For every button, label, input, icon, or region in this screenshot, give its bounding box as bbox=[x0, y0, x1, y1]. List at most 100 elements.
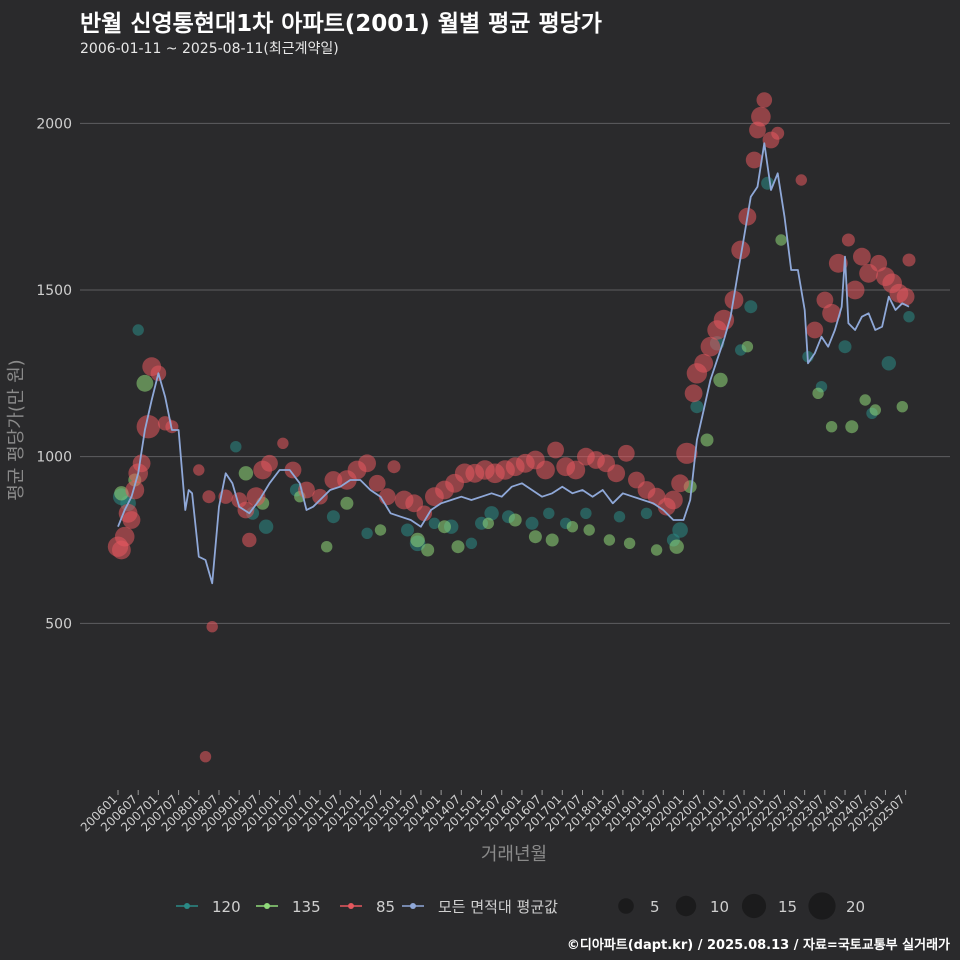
point-85 bbox=[125, 480, 145, 500]
point-135 bbox=[321, 541, 333, 553]
point-120 bbox=[484, 506, 499, 521]
point-135 bbox=[713, 372, 728, 388]
point-135 bbox=[825, 421, 838, 433]
point-135 bbox=[700, 433, 714, 447]
point-120 bbox=[744, 300, 758, 314]
point-120 bbox=[326, 510, 340, 524]
point-85 bbox=[132, 454, 151, 473]
point-135 bbox=[623, 537, 636, 549]
point-120 bbox=[672, 522, 688, 538]
chart-subtitle: 2006-01-11 ~ 2025-08-11(최근계약일) bbox=[80, 41, 339, 57]
point-135 bbox=[438, 520, 451, 534]
y-tick-labels: 500 1000 1500 2000 bbox=[36, 116, 72, 632]
point-85 bbox=[841, 233, 855, 247]
legend-label: 135 bbox=[292, 898, 321, 916]
point-85 bbox=[816, 291, 834, 309]
point-135 bbox=[896, 401, 908, 413]
point-85 bbox=[387, 460, 401, 474]
point-85 bbox=[870, 254, 888, 272]
point-85 bbox=[566, 460, 586, 480]
point-85 bbox=[206, 621, 218, 633]
legend-size-circle bbox=[675, 895, 697, 917]
point-85 bbox=[902, 253, 916, 267]
y-tick-label: 500 bbox=[45, 616, 72, 632]
point-85 bbox=[822, 303, 841, 323]
point-85 bbox=[202, 490, 216, 504]
point-135 bbox=[340, 496, 354, 510]
legend-size-circle bbox=[808, 892, 836, 920]
average-line bbox=[117, 142, 910, 585]
average-line-layer bbox=[117, 142, 910, 585]
y-tick-label: 1500 bbox=[36, 283, 72, 299]
point-85 bbox=[405, 494, 424, 513]
point-85 bbox=[771, 126, 785, 140]
legend-size-circle bbox=[741, 893, 767, 919]
source-credit: ©디아파트(dapt.kr) / 2025.08.13 / 자료=국토교통부 실… bbox=[566, 938, 950, 953]
point-135 bbox=[603, 534, 616, 546]
point-85 bbox=[416, 505, 433, 522]
y-tick-label: 1000 bbox=[36, 450, 72, 466]
point-85 bbox=[536, 460, 555, 480]
point-85 bbox=[806, 321, 824, 339]
point-135 bbox=[508, 513, 522, 527]
point-85 bbox=[324, 471, 343, 489]
point-85 bbox=[261, 454, 278, 472]
point-120 bbox=[580, 507, 592, 519]
legend-label: 모든 면적대 평균값 bbox=[438, 898, 558, 916]
point-85 bbox=[751, 106, 771, 127]
point-135 bbox=[669, 539, 684, 554]
point-120 bbox=[613, 511, 626, 523]
point-85 bbox=[853, 247, 871, 266]
legend-label: 120 bbox=[212, 898, 241, 916]
point-120 bbox=[465, 537, 478, 549]
point-135 bbox=[859, 394, 871, 406]
legend-size-label: 5 bbox=[650, 898, 660, 916]
point-120 bbox=[690, 400, 704, 414]
legend-size-circle bbox=[618, 898, 634, 914]
point-135 bbox=[845, 420, 859, 434]
legend-key-dot bbox=[410, 903, 416, 909]
point-85 bbox=[114, 526, 135, 547]
legend-key-dot bbox=[348, 903, 354, 909]
point-135 bbox=[451, 540, 465, 554]
legend-size-label: 10 bbox=[710, 898, 729, 916]
point-120 bbox=[361, 527, 373, 539]
point-85 bbox=[199, 751, 212, 763]
point-85 bbox=[122, 511, 141, 529]
point-135 bbox=[583, 524, 595, 536]
point-120 bbox=[903, 311, 915, 323]
point-135 bbox=[482, 517, 494, 529]
point-135 bbox=[410, 532, 425, 548]
chart-title: 반월 신영통현대1차 아파트(2001) 월별 평균 평당가 bbox=[80, 11, 602, 37]
point-135 bbox=[812, 387, 824, 399]
point-135 bbox=[114, 486, 129, 501]
point-85 bbox=[845, 280, 865, 300]
point-135 bbox=[650, 544, 663, 556]
x-tick-labels: 2006012006072007012007072008012008072009… bbox=[78, 790, 908, 835]
grid-lines bbox=[80, 122, 950, 624]
point-85 bbox=[676, 442, 698, 464]
point-85 bbox=[671, 474, 689, 493]
point-85 bbox=[664, 490, 683, 510]
point-120 bbox=[132, 324, 144, 336]
legend-key-dot bbox=[184, 903, 190, 909]
point-85 bbox=[795, 174, 807, 186]
point-85 bbox=[237, 501, 255, 519]
point-85 bbox=[242, 532, 257, 548]
point-120 bbox=[401, 523, 414, 537]
point-120 bbox=[230, 441, 242, 453]
point-85 bbox=[136, 415, 160, 439]
legend-size-label: 15 bbox=[778, 898, 797, 916]
point-85 bbox=[547, 441, 564, 459]
point-120 bbox=[640, 507, 653, 519]
point-85 bbox=[607, 464, 626, 483]
point-85 bbox=[896, 287, 915, 306]
point-85 bbox=[756, 92, 773, 108]
scatter-points bbox=[107, 92, 916, 763]
point-85 bbox=[745, 151, 763, 169]
legend: 120 135 85 모든 면적대 평균값 5 10 15 20 bbox=[176, 892, 865, 920]
point-120 bbox=[543, 507, 555, 519]
point-85 bbox=[731, 240, 751, 260]
point-120 bbox=[525, 516, 539, 530]
point-85 bbox=[368, 474, 386, 492]
